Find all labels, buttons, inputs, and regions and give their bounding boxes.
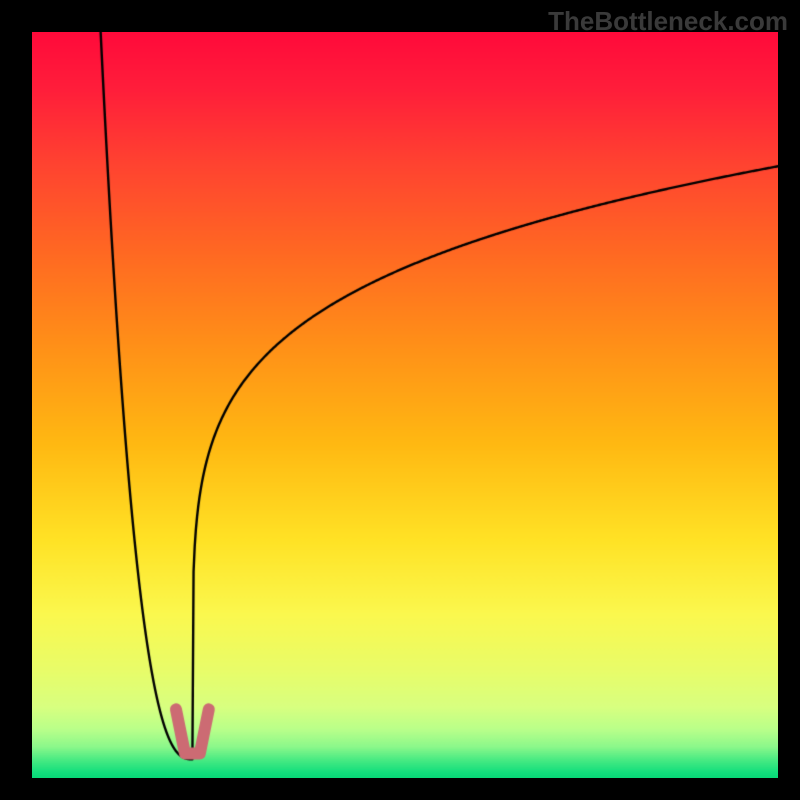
- chart-stage: TheBottleneck.com: [0, 0, 800, 800]
- watermark-label: TheBottleneck.com: [548, 6, 788, 37]
- plot-frame: [32, 32, 778, 778]
- plot-canvas: [32, 32, 778, 778]
